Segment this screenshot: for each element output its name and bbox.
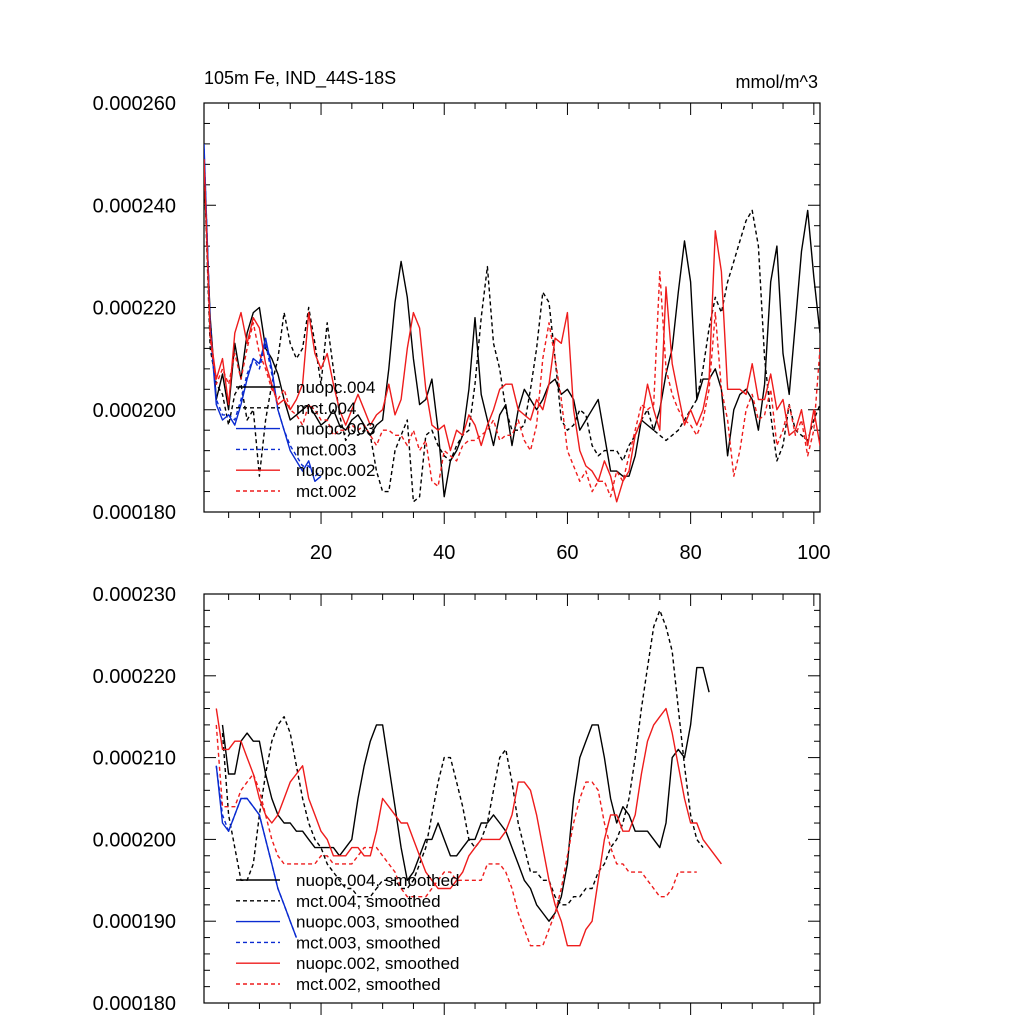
series-line-nuopc-003 — [204, 143, 322, 482]
y-tick-label: 0.000220 — [93, 298, 176, 320]
series-line-nuopc-003-smoothed — [215, 765, 298, 938]
y-tick-label: 0.000230 — [93, 584, 176, 606]
series-line-mct-004-smoothed — [221, 609, 704, 906]
series-line-nuopc-004-smoothed — [221, 666, 710, 922]
y-tick-label: 0.000200 — [93, 829, 176, 851]
legend-label: mct.004 — [296, 399, 356, 418]
x-tick-label: 100 — [797, 542, 830, 564]
series-line-nuopc-004 — [204, 164, 820, 498]
legend-label: mct.002, smoothed — [296, 975, 441, 994]
x-tick-label: 80 — [680, 542, 702, 564]
legend-label: nuopc.003, smoothed — [296, 913, 460, 932]
series-line-nuopc-002-smoothed — [215, 707, 722, 947]
y-tick-label: 0.000180 — [93, 993, 176, 1015]
legend-label: nuopc.004, smoothed — [296, 871, 460, 890]
y-tick-label: 0.000260 — [93, 93, 176, 115]
legend-label: mct.003 — [296, 440, 356, 459]
legend-label: mct.004, smoothed — [296, 892, 441, 911]
x-tick-label: 60 — [556, 542, 578, 564]
top-panel: 0.000180 0.000200 0.000220 0.000240 0.000260… — [93, 93, 831, 564]
series-line-nuopc-002 — [204, 159, 820, 503]
y-tick-label: 0.000220 — [93, 666, 176, 688]
x-tick-label: 40 — [433, 542, 455, 564]
series-line-mct-003 — [204, 148, 322, 477]
y-tick-label: 0.000190 — [93, 911, 176, 933]
series-line-mct-003-smoothed — [215, 765, 298, 938]
y-tick-label: 0.000200 — [93, 400, 176, 422]
legend-label: mct.002 — [296, 482, 356, 501]
series-line-mct-004 — [204, 164, 820, 503]
bottom-panel: 0.000180 0.000190 0.000200 0.000210 0.000220… — [93, 584, 821, 1015]
y-tick-label: 0.000210 — [93, 748, 176, 770]
series-line-mct-002 — [204, 159, 820, 498]
legend-label: nuopc.003 — [296, 420, 375, 439]
units-label: mmol/m^3 — [736, 72, 818, 92]
x-tick-label: 20 — [310, 542, 332, 564]
legend-label: nuopc.002 — [296, 461, 375, 480]
plot-frame — [203, 593, 821, 1004]
series-line-mct-002-smoothed — [215, 724, 697, 947]
legend-label: mct.003, smoothed — [296, 933, 441, 952]
y-tick-label: 0.000180 — [93, 502, 176, 524]
y-tick-label: 0.000240 — [93, 195, 176, 217]
plot-title: 105m Fe, IND_44S-18S — [204, 68, 396, 89]
legend: nuopc.004, smoothed mct.004, smoothed nuop… — [236, 871, 460, 994]
legend-label: nuopc.002, smoothed — [296, 954, 460, 973]
legend-label: nuopc.004 — [296, 378, 375, 397]
